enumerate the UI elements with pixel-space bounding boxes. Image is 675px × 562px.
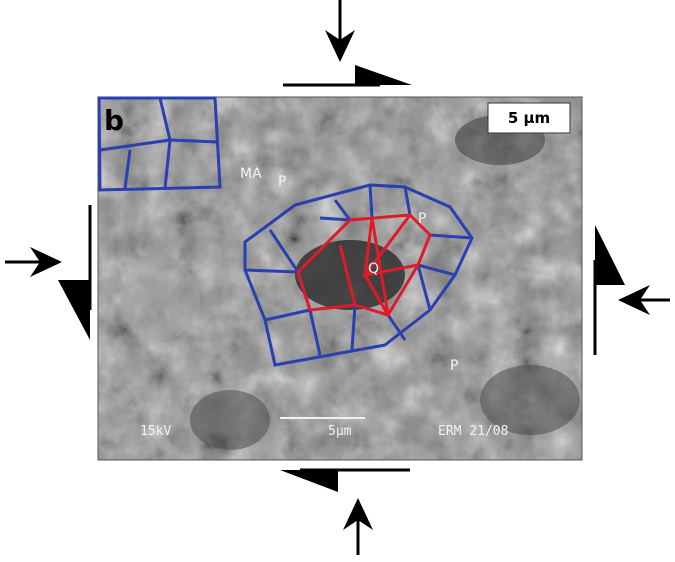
sem-scale: 5µm (328, 424, 352, 439)
figure: 5 µm b MA P P Q P 15kV 5µm ERM 21/08 (0, 0, 675, 562)
mineral-label: Q (368, 261, 379, 277)
mineral-label: P (278, 174, 286, 190)
sample-code: ERM 21/08 (438, 424, 508, 439)
mineral-label: P (450, 358, 458, 374)
mineral-label: MA (240, 166, 262, 182)
scale-label: 5 µm (508, 109, 550, 127)
panel-label: b (104, 104, 124, 137)
mineral-label: P (418, 211, 426, 227)
sem-image (98, 97, 582, 460)
voltage: 15kV (140, 424, 171, 439)
